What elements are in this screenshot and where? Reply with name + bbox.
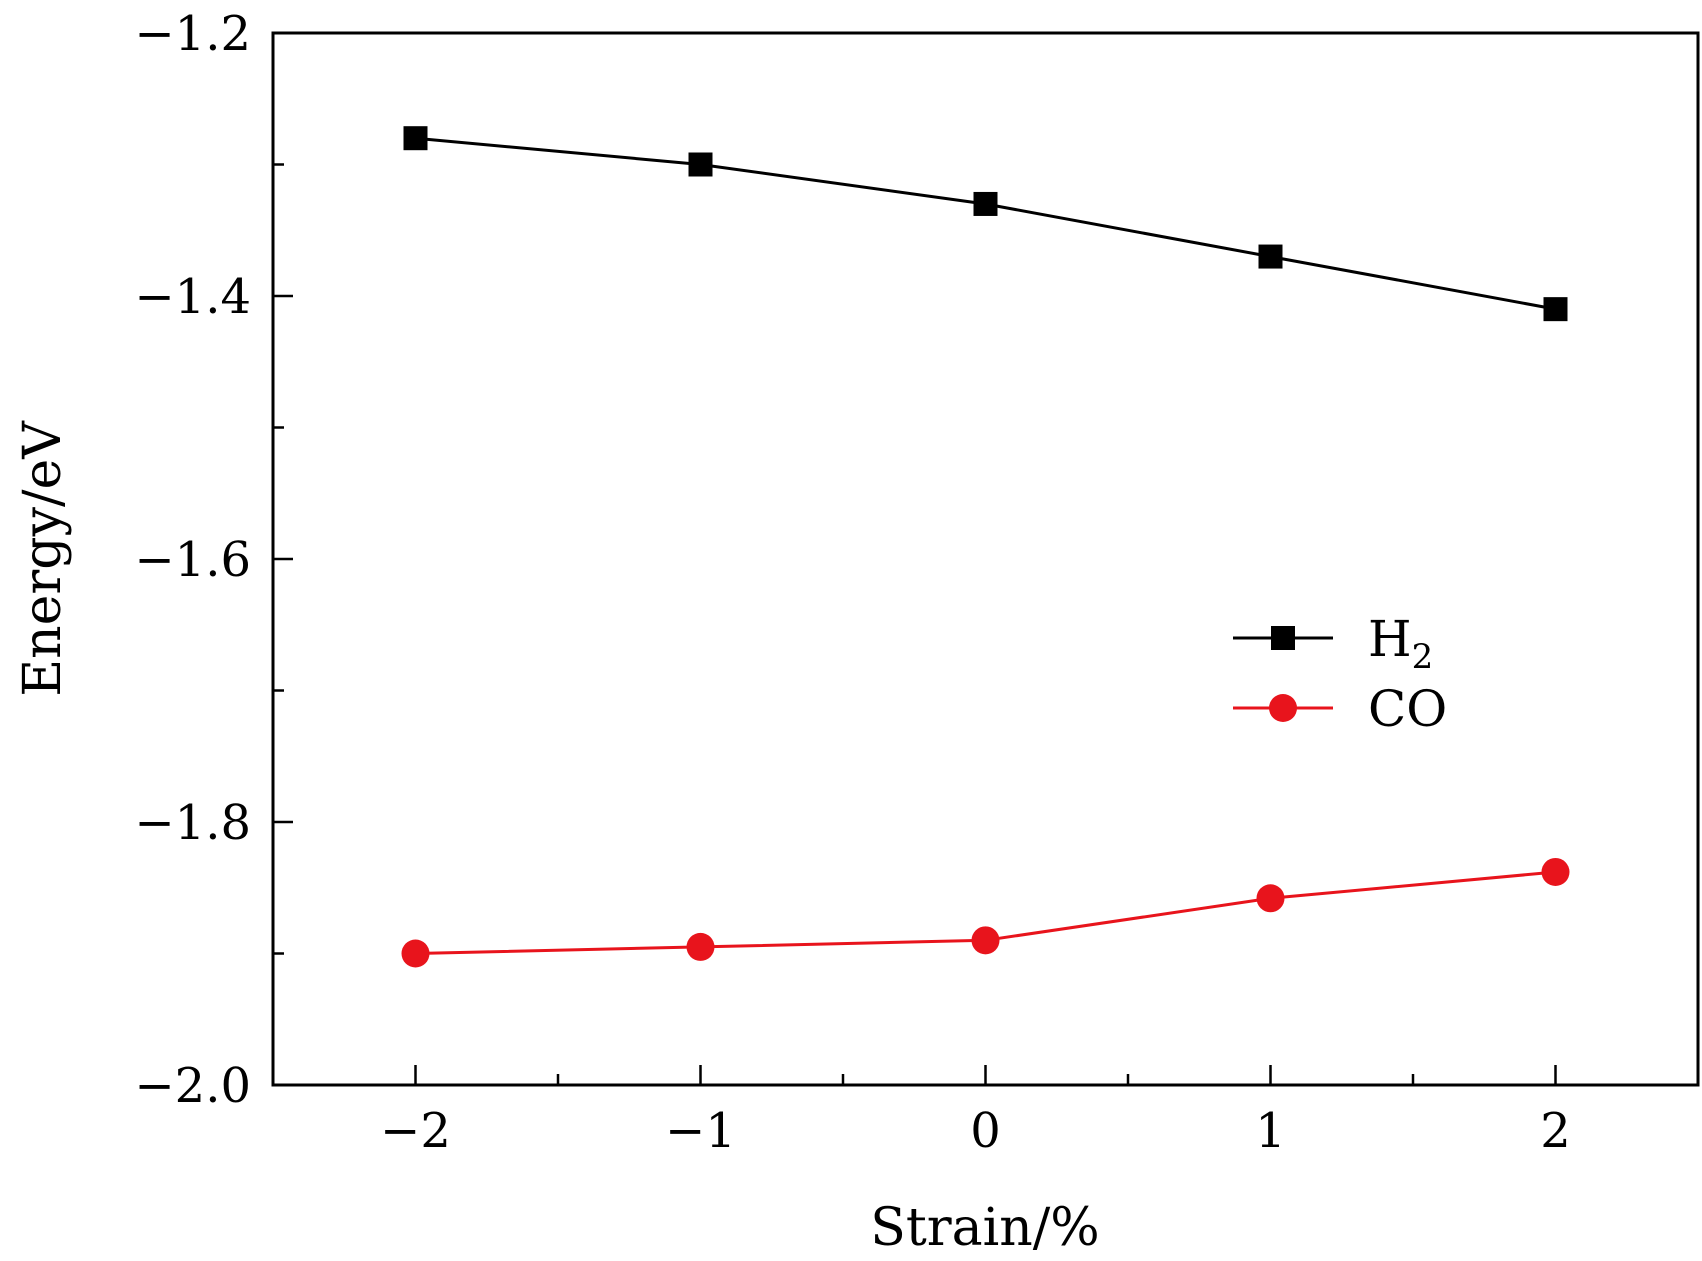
- x-tick-label: 2: [1540, 1103, 1571, 1159]
- series-layer: [401, 126, 1570, 968]
- legend-label-co: CO: [1368, 680, 1447, 738]
- data-point-co: [971, 926, 1000, 955]
- y-tick-label: −1.4: [134, 269, 251, 325]
- data-point-h2: [688, 152, 713, 177]
- axis-ticks: −2 −1 0 1 2 −2.0 −1.8 −1.6 −1.4 −1.2: [134, 6, 1570, 1159]
- data-point-co: [686, 932, 715, 961]
- y-axis-title: Energy/eV: [13, 420, 73, 697]
- data-point-h2: [973, 191, 998, 216]
- data-point-h2: [1258, 244, 1283, 269]
- y-tick-label: −1.2: [134, 6, 251, 62]
- x-tick-label: −1: [665, 1103, 736, 1159]
- data-point-co: [401, 939, 430, 968]
- data-point-co: [1541, 857, 1570, 886]
- y-tick-label: −2.0: [134, 1058, 251, 1114]
- legend-marker-h2: [1271, 626, 1295, 650]
- series-line-h2: [415, 136, 1556, 311]
- data-point-h2: [403, 126, 428, 151]
- x-tick-label: −2: [380, 1103, 451, 1159]
- x-tick-label: 1: [1255, 1103, 1286, 1159]
- data-point-h2: [1543, 297, 1568, 322]
- y-tick-label: −1.8: [134, 795, 251, 851]
- data-point-co: [1256, 884, 1285, 913]
- y-tick-label: −1.6: [134, 532, 251, 588]
- legend-marker-co: [1269, 694, 1297, 722]
- x-axis-title: Strain/%: [870, 1198, 1099, 1258]
- x-tick-label: 0: [970, 1103, 1001, 1159]
- legend-label-h2: H2: [1368, 610, 1433, 677]
